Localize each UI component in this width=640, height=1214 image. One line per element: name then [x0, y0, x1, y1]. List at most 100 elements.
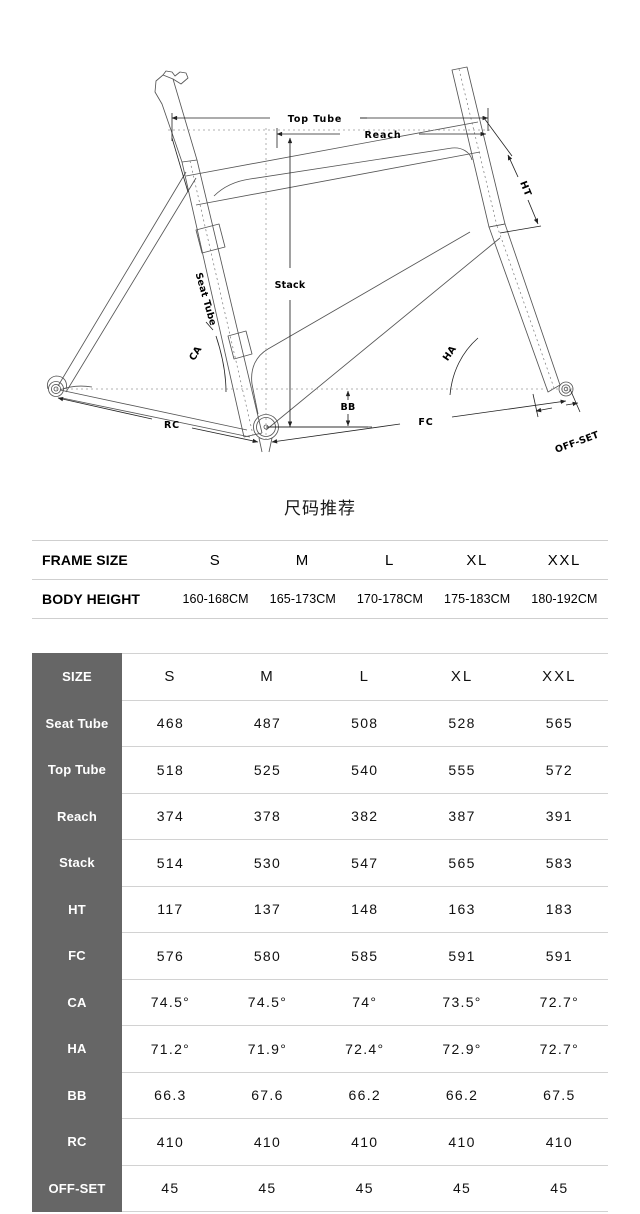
geometry-cell: 73.5°: [413, 978, 511, 1026]
geometry-cell: 391: [510, 792, 608, 840]
label-fc: FC: [418, 417, 433, 428]
row-label-body-height: BODY HEIGHT: [32, 579, 172, 619]
table-row: HA 71.2° 71.9° 72.4° 72.9° 72.7°: [32, 1025, 608, 1073]
table-row: FC 576 580 585 591 591: [32, 932, 608, 980]
geometry-cell: 66.2: [413, 1071, 511, 1119]
geometry-row-label-reach: Reach: [32, 792, 122, 840]
table-row: BODY HEIGHT 160-168CM 165-173CM 170-178C…: [32, 579, 608, 619]
geometry-cell: 387: [413, 792, 511, 840]
geometry-cell: 525: [218, 746, 317, 794]
geometry-cell: 72.9°: [413, 1025, 511, 1073]
geometry-header-col-xl: XL: [413, 653, 511, 701]
geometry-cell: 148: [316, 885, 414, 933]
geometry-row-label-bb: BB: [32, 1071, 122, 1119]
label-ha: HA: [441, 344, 459, 364]
geometry-header-size: SIZE: [32, 653, 122, 701]
label-reach: Reach: [364, 130, 401, 141]
geometry-cell: 72.7°: [510, 978, 608, 1026]
table-row: OFF-SET 45 45 45 45 45: [32, 1164, 608, 1212]
geometry-cell: 591: [413, 932, 511, 980]
geometry-cell: 163: [413, 885, 511, 933]
geometry-cell: 74.5°: [218, 978, 317, 1026]
label-seat-tube: Seat Tube: [193, 271, 219, 327]
geometry-header-row: SIZE S M L XL XXL: [32, 653, 608, 701]
geometry-cell: 67.5: [510, 1071, 608, 1119]
geometry-cell: 487: [218, 699, 317, 747]
geometry-cell: 74°: [316, 978, 414, 1026]
geometry-header-col-m: M: [218, 653, 317, 701]
body-height-l: 170-178CM: [346, 579, 434, 619]
geometry-cell: 572: [510, 746, 608, 794]
geometry-cell: 410: [218, 1118, 317, 1166]
label-ca: CA: [187, 344, 204, 363]
label-ht: HT: [517, 179, 533, 198]
label-off-set: OFF-SET: [554, 430, 601, 456]
table-row: FRAME SIZE S M L XL XXL: [32, 540, 608, 580]
label-bb: BB: [341, 402, 356, 413]
geometry-cell: 528: [413, 699, 511, 747]
geometry-cell: 72.7°: [510, 1025, 608, 1073]
geometry-cell: 45: [316, 1164, 414, 1212]
geometry-cell: 45: [510, 1164, 608, 1212]
geometry-cell: 382: [316, 792, 414, 840]
body-height-m: 165-173CM: [259, 579, 347, 619]
table-row: HT 117 137 148 163 183: [32, 885, 608, 933]
label-top-tube: Top Tube: [288, 114, 343, 125]
body-height-s: 160-168CM: [172, 579, 260, 619]
geometry-cell: 514: [121, 839, 219, 887]
geometry-cell: 66.3: [121, 1071, 219, 1119]
geometry-cell: 583: [510, 839, 608, 887]
table-row: Reach 374 378 382 387 391: [32, 792, 608, 840]
geometry-cell: 45: [218, 1164, 317, 1212]
geometry-cell: 540: [316, 746, 414, 794]
geometry-row-label-ht: HT: [32, 885, 122, 933]
construction-lines: [56, 128, 575, 440]
frame-geometry-table: SIZE S M L XL XXL Seat Tube 468 487 508 528 565 Top …: [32, 653, 608, 1212]
frame-size-s: S: [172, 540, 260, 580]
frame-outline: [46, 66, 574, 453]
geometry-cell: 67.6: [218, 1071, 317, 1119]
geometry-cell: 410: [121, 1118, 219, 1166]
label-rc: RC: [164, 420, 180, 431]
geometry-cell: 374: [121, 792, 219, 840]
geometry-cell: 45: [121, 1164, 219, 1212]
geometry-cell: 378: [218, 792, 317, 840]
dimension-lines: [57, 108, 581, 444]
geometry-cell: 410: [413, 1118, 511, 1166]
geometry-cell: 530: [218, 839, 317, 887]
frame-size-xl: XL: [433, 540, 521, 580]
geometry-cell: 547: [316, 839, 414, 887]
geometry-cell: 565: [510, 699, 608, 747]
geometry-cell: 72.4°: [316, 1025, 414, 1073]
body-height-xxl: 180-192CM: [520, 579, 608, 619]
size-recommendation-table: FRAME SIZE S M L XL XXL BODY HEIGHT 160-…: [32, 540, 608, 619]
geometry-cell: 576: [121, 932, 219, 980]
geometry-cell: 117: [121, 885, 219, 933]
geometry-cell: 137: [218, 885, 317, 933]
geometry-row-label-fc: FC: [32, 932, 122, 980]
geometry-cell: 183: [510, 885, 608, 933]
geometry-cell: 71.2°: [121, 1025, 219, 1073]
geometry-row-label-ha: HA: [32, 1025, 122, 1073]
geometry-row-label-top-tube: Top Tube: [32, 746, 122, 794]
label-stack: Stack: [275, 280, 306, 291]
geometry-cell: 591: [510, 932, 608, 980]
geometry-cell: 71.9°: [218, 1025, 317, 1073]
size-recommendation-title: 尺码推荐: [284, 499, 356, 519]
geometry-cell: 508: [316, 699, 414, 747]
geometry-row-label-seat-tube: Seat Tube: [32, 699, 122, 747]
geometry-cell: 555: [413, 746, 511, 794]
table-row: Top Tube 518 525 540 555 572: [32, 746, 608, 794]
table-row: Seat Tube 468 487 508 528 565: [32, 699, 608, 747]
geometry-cell: 74.5°: [121, 978, 219, 1026]
label-leaders: [360, 117, 425, 135]
geometry-row-label-stack: Stack: [32, 839, 122, 887]
geometry-cell: 518: [121, 746, 219, 794]
geometry-cell: 468: [121, 699, 219, 747]
geometry-cell: 45: [413, 1164, 511, 1212]
table-row: BB 66.3 67.6 66.2 66.2 67.5: [32, 1071, 608, 1119]
geometry-row-label-ca: CA: [32, 978, 122, 1026]
geometry-cell: 66.2: [316, 1071, 414, 1119]
geometry-row-label-off-set: OFF-SET: [32, 1164, 122, 1212]
frame-size-m: M: [259, 540, 347, 580]
